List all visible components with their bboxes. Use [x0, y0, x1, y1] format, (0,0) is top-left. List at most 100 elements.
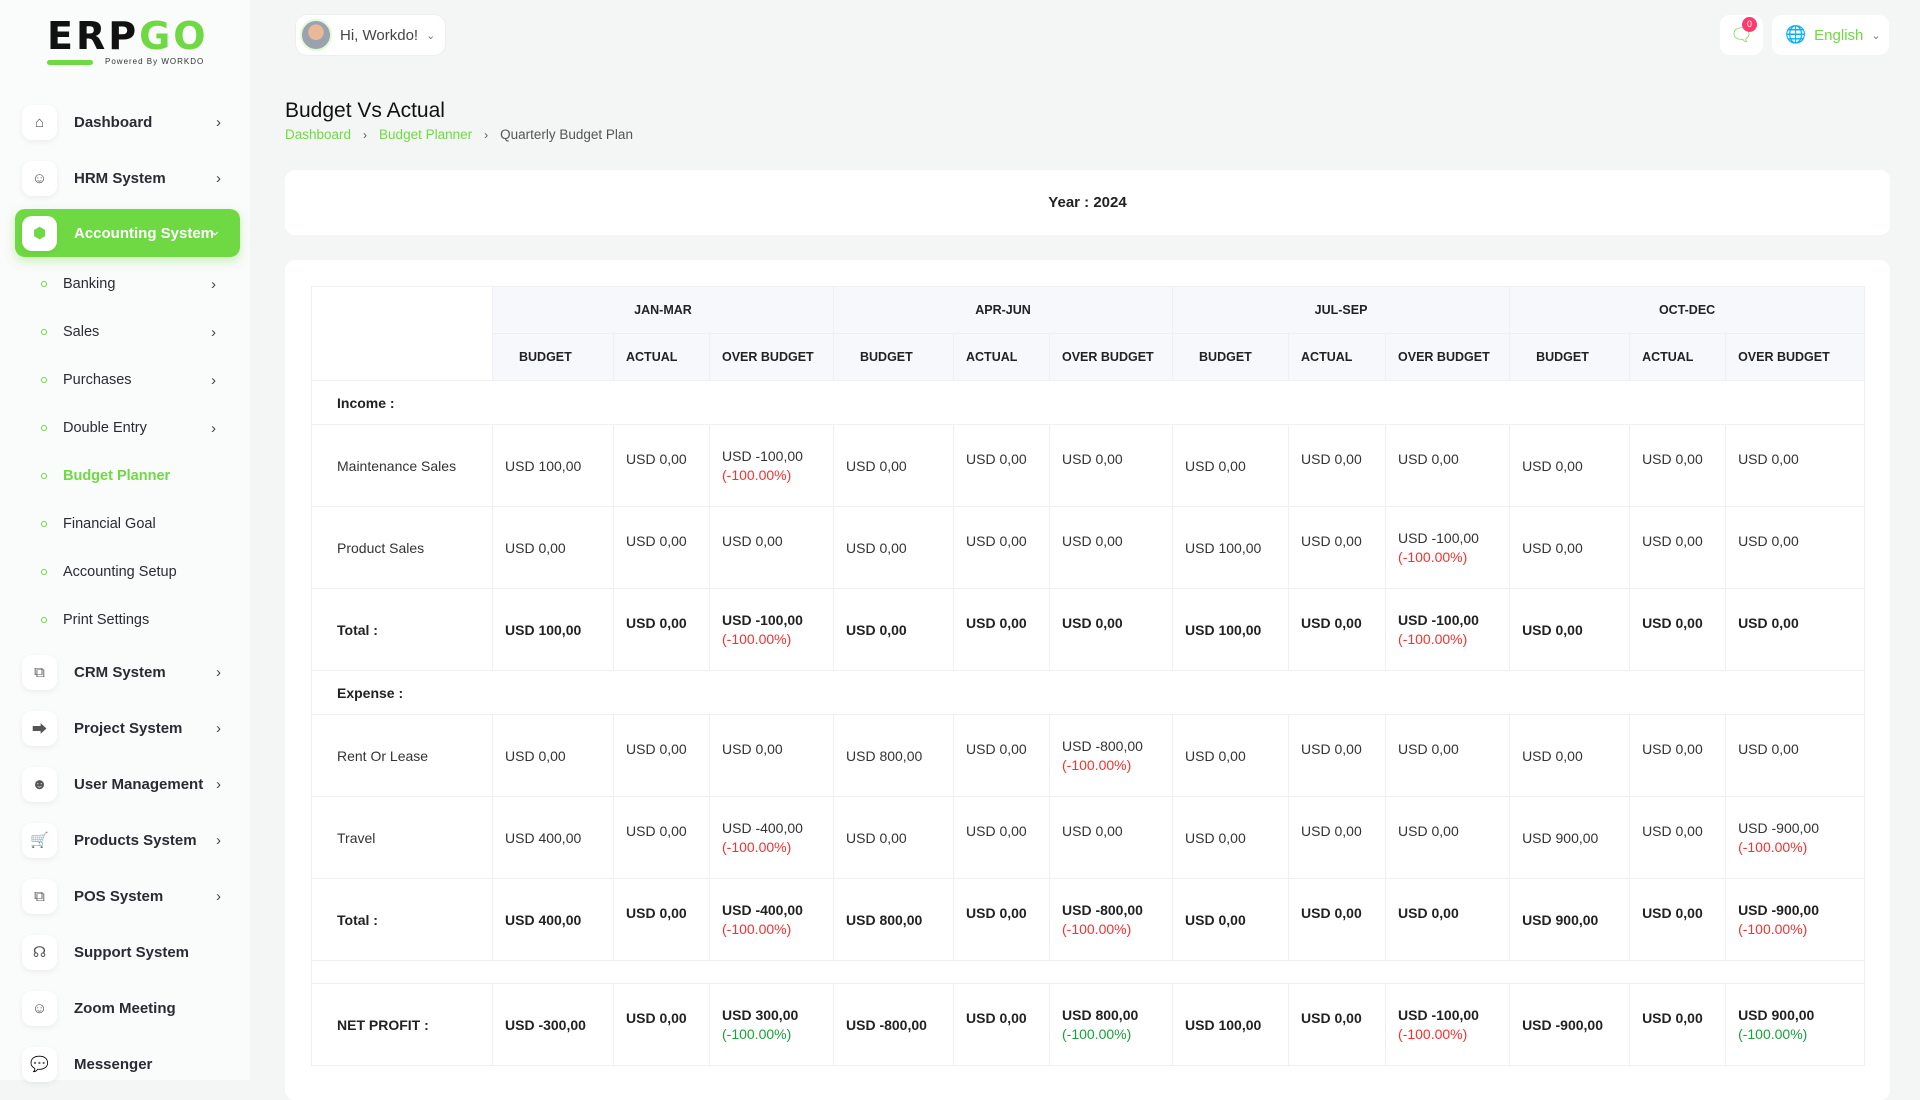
over-budget-cell: USD 0,00: [1048, 424, 1174, 507]
breadcrumb-budget-planner[interactable]: Budget Planner: [379, 127, 473, 142]
budget-vs-actual-table: JAN-MAR APR-JUN JUL-SEP OCT-DEC BUDGET ACTUAL…: [310, 286, 1866, 1066]
sidebar-item-zoom-meeting[interactable]: ☺ Zoom Meeting: [0, 980, 250, 1036]
sidebar-subitem-budget-planner[interactable]: Budget Planner: [0, 452, 250, 500]
column-header-actual: ACTUAL: [1288, 333, 1387, 381]
actual-cell: USD 0,00: [953, 714, 1050, 797]
row-label: Maintenance Sales: [311, 424, 493, 507]
budget-cell: USD 0,00: [1172, 796, 1290, 879]
over-budget-cell: USD 0,00: [709, 714, 834, 797]
budget-cell: USD 400,00: [492, 796, 614, 879]
sidebar-subitem-accounting-setup[interactable]: Accounting Setup: [0, 548, 250, 596]
budget-cell: USD 800,00: [833, 878, 954, 961]
language-label: English: [1814, 26, 1864, 44]
actual-cell: USD 0,00: [613, 714, 710, 797]
sidebar-subitem-purchases[interactable]: Purchases ›: [0, 356, 250, 404]
cell-percent: (-100.00%): [722, 631, 792, 647]
budget-cell: USD 0,00: [1509, 424, 1631, 507]
sidebar-subitem-double-entry[interactable]: Double Entry ›: [0, 404, 250, 452]
sidebar-item-label: Zoom Meeting: [74, 999, 176, 1017]
over-budget-cell: USD 0,00: [1385, 796, 1511, 879]
sidebar-item-support-system[interactable]: ☊ Support System: [0, 924, 250, 980]
cell-value: USD 0,00: [1185, 747, 1246, 764]
sidebar-item-crm-system[interactable]: ⧉ CRM System ›: [0, 644, 250, 700]
sidebar-item-messenger[interactable]: 💬 Messenger: [0, 1036, 250, 1092]
box-icon: ⬢: [22, 215, 57, 251]
spacer-row: [310, 960, 1866, 984]
year-label: Year : 2024: [1048, 194, 1127, 211]
breadcrumb: Dashboard › Budget Planner › Quarterly B…: [285, 127, 633, 142]
over-budget-cell: USD 0,00: [1048, 796, 1174, 879]
total-row: Total : USD 100,00 USD 0,00 USD -100,00 (-10…: [311, 588, 1866, 671]
cell-value: USD 0,00: [1301, 614, 1362, 631]
cell-value: USD 0,00: [846, 539, 907, 556]
section-label: Expense :: [310, 670, 1866, 715]
actual-cell: USD 0,00: [953, 506, 1050, 589]
cell-value: USD 0,00: [966, 450, 1027, 467]
sidebar-subitem-banking[interactable]: Banking ›: [0, 260, 250, 308]
sidebar-item-hrm-system[interactable]: ☺ HRM System ›: [0, 150, 250, 206]
user-greeting: Hi, Workdo!: [340, 26, 419, 44]
sidebar-item-pos-system[interactable]: ⧉ POS System ›: [0, 868, 250, 924]
actual-cell: USD 0,00: [613, 983, 710, 1066]
cell-value: USD -100,00: [722, 448, 803, 464]
cell-value: USD 0,00: [626, 532, 687, 549]
budget-cell: USD 800,00: [833, 714, 954, 797]
table-row: Rent Or Lease USD 0,00 USD 0,00 USD 0,00 USD…: [311, 714, 1866, 797]
cell-value: USD 0,00: [626, 450, 687, 467]
sidebar-subitem-financial-goal[interactable]: Financial Goal: [0, 500, 250, 548]
sidebar-item-dashboard[interactable]: ⌂ Dashboard ›: [0, 94, 250, 150]
budget-cell: USD 0,00: [1509, 506, 1631, 589]
cell-value: USD 0,00: [1398, 822, 1459, 839]
cell-value: USD -800,00: [1062, 902, 1143, 918]
budget-cell: USD 900,00: [1509, 878, 1631, 961]
cell-value: USD 0,00: [626, 904, 687, 921]
cell-value: USD 0,00: [846, 621, 907, 638]
erpgo-logo[interactable]: ERPGO Powered By WORKDO: [47, 14, 212, 66]
cell-value: USD 0,00: [1398, 740, 1459, 757]
cell-value: USD -300,00: [505, 1016, 586, 1033]
budget-cell: USD 100,00: [492, 588, 614, 671]
language-select[interactable]: 🌐 English ⌄: [1772, 15, 1889, 55]
bullet-icon: [41, 617, 47, 623]
actual-cell: USD 0,00: [1629, 424, 1727, 507]
chat-icon: 💬: [22, 1046, 57, 1082]
cell-value: USD -100,00: [1398, 530, 1479, 546]
sidebar-item-project-system[interactable]: ⮕ Project System ›: [0, 700, 250, 756]
cell-value: USD 0,00: [966, 740, 1027, 757]
share-icon: ⮕: [22, 710, 57, 746]
sidebar-item-products-system[interactable]: 🛒 Products System ›: [0, 812, 250, 868]
user-menu[interactable]: Hi, Workdo! ⌄: [295, 14, 447, 56]
sidebar-subitem-sales[interactable]: Sales ›: [0, 308, 250, 356]
sidebar-subitem-label: Print Settings: [63, 612, 150, 628]
users-icon: ☻: [22, 766, 57, 802]
cell-value: USD 0,00: [1301, 822, 1362, 839]
cell-value: USD 0,00: [1738, 532, 1799, 549]
cell-value: USD 300,00: [722, 1007, 799, 1023]
cell-value: USD 0,00: [966, 1009, 1027, 1026]
over-budget-cell: USD -100,00 (-100.00%): [709, 424, 834, 507]
messages-button[interactable]: 🗨 0: [1720, 15, 1763, 55]
chevron-right-icon: ›: [484, 127, 489, 142]
over-budget-cell: USD 0,00: [1725, 588, 1866, 671]
sidebar-subitem-label: Budget Planner: [63, 468, 171, 484]
sidebar-item-label: Messenger: [74, 1055, 153, 1073]
sidebar-item-accounting-system[interactable]: ⬢ Accounting System ›: [0, 206, 250, 260]
cell-percent: (-100.00%): [1738, 839, 1808, 855]
over-budget-cell: USD 0,00: [1385, 878, 1511, 961]
sidebar-subitem-print-settings[interactable]: Print Settings: [0, 596, 250, 644]
budget-cell: USD 0,00: [1172, 424, 1290, 507]
cell-value: USD 0,00: [966, 904, 1027, 921]
sidebar-item-label: HRM System: [74, 169, 166, 187]
logo-text-accent: GO: [139, 14, 209, 58]
breadcrumb-current: Quarterly Budget Plan: [500, 127, 633, 142]
chevron-right-icon: ›: [363, 127, 368, 142]
breadcrumb-dashboard[interactable]: Dashboard: [285, 127, 352, 142]
chevron-right-icon: ›: [216, 775, 221, 793]
sidebar-item-user-management[interactable]: ☻ User Management ›: [0, 756, 250, 812]
column-header-actual: ACTUAL: [613, 333, 710, 381]
over-budget-cell: USD 0,00: [709, 506, 834, 589]
cell-percent: (-100.00%): [722, 921, 792, 937]
table-row: Product Sales USD 0,00 USD 0,00 USD 0,00 USD…: [311, 506, 1866, 589]
cell-value: USD 0,00: [1062, 450, 1123, 467]
spacer-cell: [310, 960, 1866, 984]
